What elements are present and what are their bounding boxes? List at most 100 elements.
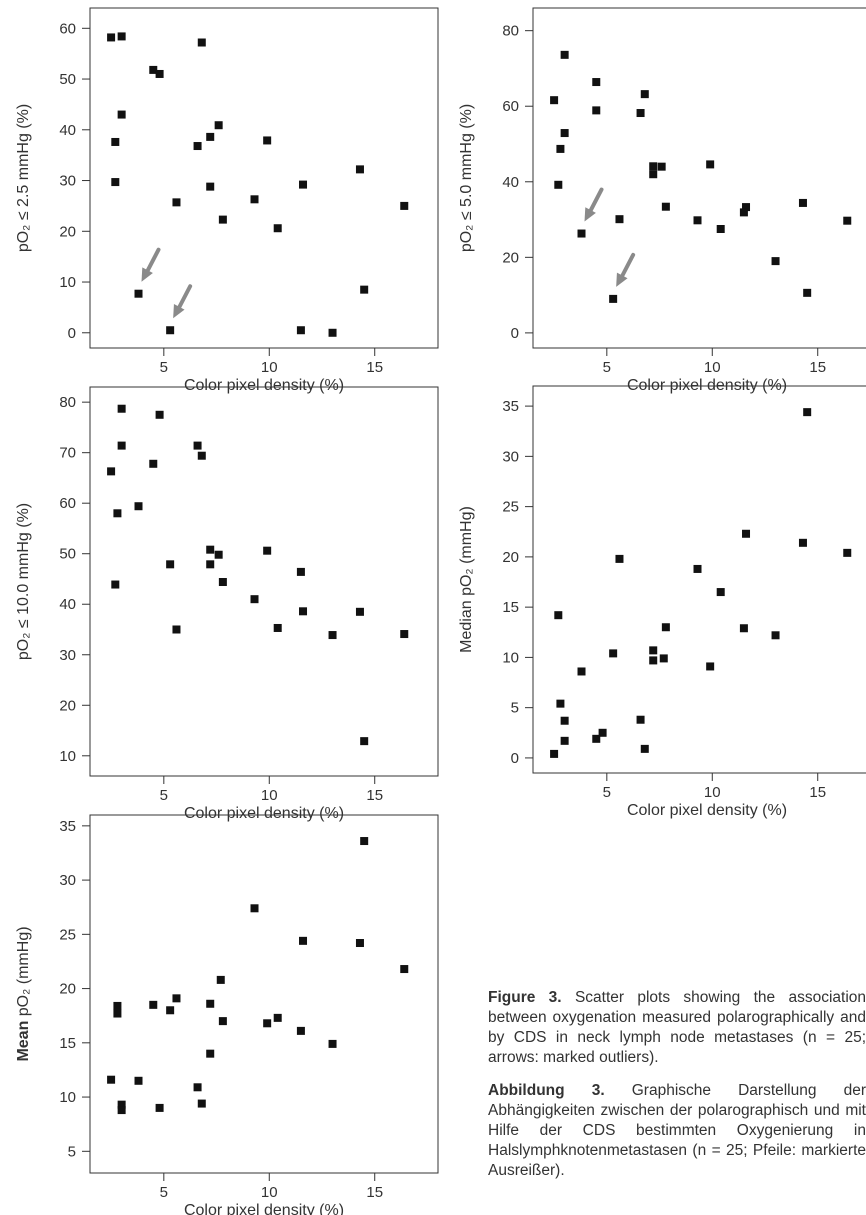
data-point	[217, 976, 225, 984]
figure-caption: Figure 3. Scatter plots showing the asso…	[488, 988, 866, 1194]
data-point	[360, 737, 368, 745]
data-point	[215, 551, 223, 559]
data-point	[799, 199, 807, 207]
y-tick-label: 30	[59, 647, 76, 664]
data-point	[649, 656, 657, 664]
y-tick-label: 20	[502, 549, 519, 566]
data-point	[111, 581, 119, 589]
data-point	[329, 1040, 337, 1048]
data-point	[578, 230, 586, 238]
y-tick-label: 25	[59, 926, 76, 943]
data-point	[219, 1017, 227, 1025]
data-point	[263, 136, 271, 144]
data-point	[166, 1006, 174, 1014]
data-point	[706, 160, 714, 168]
x-tick-label: 5	[160, 787, 168, 804]
plot-frame	[533, 386, 866, 773]
data-point	[206, 560, 214, 568]
data-point	[742, 530, 750, 538]
y-tick-label: 80	[59, 394, 76, 411]
data-point	[592, 106, 600, 114]
y-tick-label: 20	[59, 697, 76, 714]
data-point	[274, 624, 282, 632]
data-point	[198, 1100, 206, 1108]
data-point	[772, 631, 780, 639]
data-point	[550, 750, 558, 758]
data-point	[299, 607, 307, 615]
data-point	[118, 32, 126, 40]
data-point	[740, 208, 748, 216]
data-point	[156, 411, 164, 419]
outlier-arrow	[142, 250, 159, 282]
data-point	[561, 737, 569, 745]
data-point	[156, 70, 164, 78]
data-point	[649, 162, 657, 170]
scatter-plot-median-po2: 5 10 1505101520253035Color pixel density (…	[440, 372, 866, 812]
data-point	[299, 937, 307, 945]
data-point	[561, 717, 569, 725]
y-axis-label: Mean pO₂ (mmHg)	[15, 926, 32, 1061]
data-point	[219, 578, 227, 586]
data-point	[251, 595, 259, 603]
data-point	[198, 39, 206, 47]
outlier-arrow	[616, 255, 633, 287]
data-point	[206, 133, 214, 141]
data-point	[166, 326, 174, 334]
outlier-arrow	[585, 190, 602, 222]
data-point	[641, 90, 649, 98]
data-point	[694, 565, 702, 573]
data-point	[172, 994, 180, 1002]
data-point	[799, 539, 807, 547]
data-point	[649, 170, 657, 178]
x-tick-label: 15	[366, 787, 383, 804]
data-point	[107, 467, 115, 475]
data-point	[609, 649, 617, 657]
x-axis-label: Color pixel density (%)	[627, 802, 787, 819]
y-tick-label: 5	[511, 700, 519, 717]
y-axis-label: pO₂ ≤ 2.5 mmHg (%)	[15, 104, 32, 252]
plot-frame	[533, 8, 866, 348]
data-point	[578, 667, 586, 675]
data-point	[206, 546, 214, 554]
data-point	[843, 549, 851, 557]
y-tick-label: 30	[59, 872, 76, 889]
y-tick-label: 35	[59, 818, 76, 835]
data-point	[297, 1027, 305, 1035]
caption-german: Abbildung 3. Graphische Darstellung der …	[488, 1081, 866, 1181]
data-point	[615, 215, 623, 223]
y-tick-label: 10	[59, 274, 76, 291]
data-point	[194, 142, 202, 150]
data-point	[113, 1010, 121, 1018]
data-point	[740, 624, 748, 632]
data-point	[113, 1002, 121, 1010]
data-point	[206, 1000, 214, 1008]
outlier-arrow	[173, 286, 190, 318]
data-point	[135, 502, 143, 510]
data-point	[803, 289, 811, 297]
data-point	[111, 138, 119, 146]
y-tick-label: 15	[502, 599, 519, 616]
data-point	[660, 654, 668, 662]
data-point	[658, 163, 666, 171]
data-point	[118, 1106, 126, 1114]
data-point	[356, 939, 364, 947]
data-point	[400, 630, 408, 638]
data-point	[592, 78, 600, 86]
data-point	[118, 111, 126, 119]
data-point	[118, 442, 126, 450]
data-point	[694, 216, 702, 224]
y-tick-label: 40	[59, 122, 76, 139]
data-point	[215, 121, 223, 129]
data-point	[274, 1014, 282, 1022]
data-point	[194, 1083, 202, 1091]
x-tick-label: 5	[603, 784, 611, 801]
data-point	[400, 965, 408, 973]
data-point	[107, 1076, 115, 1084]
y-tick-label: 35	[502, 398, 519, 415]
data-point	[135, 1077, 143, 1085]
data-point	[329, 631, 337, 639]
data-point	[561, 51, 569, 59]
y-tick-label: 20	[59, 981, 76, 998]
data-point	[251, 904, 259, 912]
data-point	[194, 442, 202, 450]
